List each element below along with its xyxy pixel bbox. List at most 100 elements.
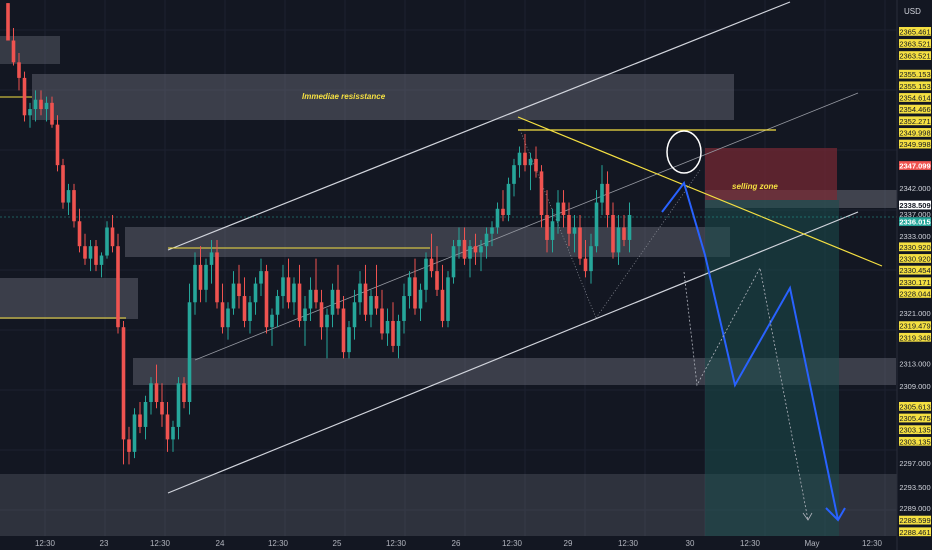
candle-body [341, 308, 346, 353]
y-tick-badge [899, 81, 931, 91]
candle-body [88, 246, 93, 259]
x-tick-label: 12:30 [268, 539, 289, 548]
candle-body [94, 246, 98, 265]
arrowhead-blue [825, 507, 846, 522]
y-tick-label: 2330.920 [899, 254, 930, 263]
candle-body [605, 183, 610, 216]
x-tick-label: 24 [216, 539, 225, 548]
y-tick-badge [899, 436, 931, 446]
channel-upper-line [167, 1, 791, 251]
y-tick-badge [899, 425, 931, 435]
candle-body [226, 308, 230, 328]
y-tick-label: 2328.044 [899, 289, 930, 298]
candle-body [11, 40, 16, 63]
candle-body [303, 308, 307, 321]
candle-body [380, 308, 384, 334]
candle-body [154, 383, 159, 402]
candle-body [363, 283, 368, 315]
y-tick-badge [899, 27, 931, 36]
candle-body [215, 252, 219, 303]
candle-body [462, 239, 467, 259]
candle-body [539, 171, 544, 216]
y-tick-badge [899, 413, 931, 423]
candle-body [275, 296, 280, 315]
candle-body [99, 255, 104, 265]
candle-body [600, 183, 604, 203]
candle-body [176, 383, 181, 427]
y-tick-label: 2303.135 [899, 426, 930, 435]
candle-body [325, 314, 329, 328]
arrowhead-dotted [802, 512, 813, 521]
y-tick-label: 2349.998 [899, 140, 930, 149]
y-tick-label: 2293.500 [899, 483, 930, 492]
y-tick-label: 2365.461 [899, 27, 930, 36]
candle-body [396, 320, 401, 346]
candle-body [138, 414, 142, 427]
y-tick-badge [899, 93, 931, 102]
y-tick-label: 2305.475 [899, 414, 930, 423]
candle-body [28, 109, 32, 116]
candle-body [171, 426, 175, 440]
candle-body [550, 221, 555, 240]
candle-body [627, 215, 632, 240]
candle-body [314, 289, 318, 303]
candle-body [528, 158, 533, 166]
candle-body [330, 289, 335, 315]
projection-path-blue [661, 180, 839, 521]
candle-body [616, 227, 621, 253]
y-tick-label: 2355.153 [899, 70, 930, 79]
y-tick-label: 2313.000 [899, 359, 930, 368]
candle-body [270, 314, 274, 328]
y-axis: 2365.461 2363.521 2363.521 2355.153 2355.153… [896, 0, 932, 550]
candle-body [121, 327, 126, 440]
candle-body [457, 239, 461, 247]
target-area-box [705, 200, 839, 536]
candle-body [413, 277, 417, 309]
x-tick-label: May [804, 539, 819, 548]
candle-body [479, 246, 483, 253]
candle-body [110, 227, 115, 247]
candle-body [429, 258, 434, 272]
descending-trendline [517, 116, 883, 267]
candle-body [385, 320, 390, 334]
candle-body [556, 202, 560, 222]
y-tick-label: 2355.153 [899, 82, 930, 91]
y-tick-badge [899, 200, 931, 210]
candle-body [143, 402, 148, 427]
candle-body [22, 77, 27, 116]
y-tick-label: 2330.920 [899, 243, 930, 252]
candle-body [336, 289, 340, 309]
y-tick-label: 2363.521 [899, 39, 930, 48]
y-tick-badge [899, 51, 931, 60]
candle-body [55, 124, 60, 166]
projection-path-dotted [683, 266, 809, 521]
x-tick-label: 29 [564, 539, 573, 548]
candle-body [132, 414, 137, 452]
candle-body [248, 302, 252, 321]
candle-body [374, 296, 379, 309]
x-tick-label: 12:30 [862, 539, 883, 548]
candle-body [578, 227, 582, 259]
candle-body [165, 414, 170, 440]
y-tick-label: 2336.015 [899, 218, 930, 227]
zone-box [0, 278, 138, 319]
y-tick-label: 2288.599 [899, 516, 930, 525]
y-tick-badge [899, 254, 931, 263]
candle-body [506, 183, 511, 216]
candle-body [237, 283, 241, 297]
currency-label: USD [904, 7, 921, 16]
y-tick-badge [899, 161, 931, 170]
y-tick-badge [899, 527, 931, 537]
y-tick-badge [899, 116, 931, 126]
candle-body [127, 439, 131, 452]
candle-body [44, 102, 49, 110]
y-tick-label: 2337.000 [899, 210, 930, 219]
x-tick-label: 12:30 [150, 539, 171, 548]
y-tick-badge [899, 515, 931, 525]
y-tick-label: 2347.099 [899, 162, 930, 171]
candle-body [220, 302, 225, 328]
x-tick-label: 25 [333, 539, 342, 548]
dotted-path-line [519, 129, 597, 319]
y-tick-label: 2330.454 [899, 266, 930, 275]
